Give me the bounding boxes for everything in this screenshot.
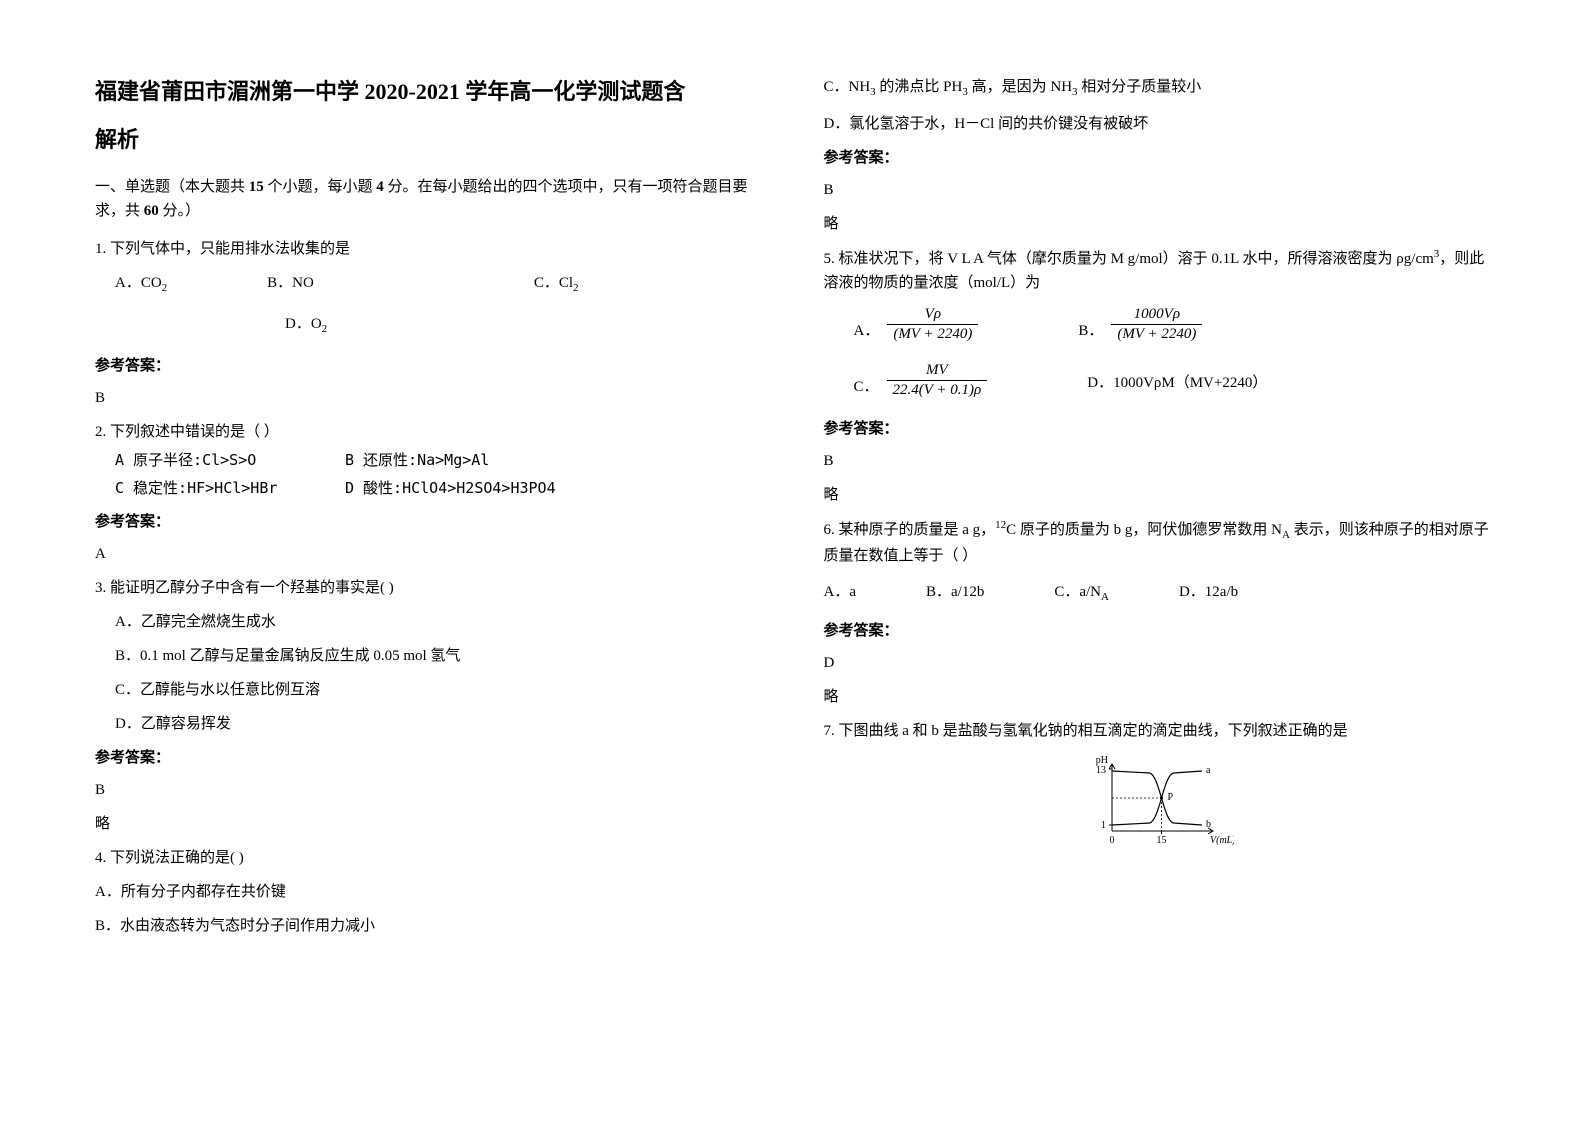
q3-text: 3. 能证明乙醇分子中含有一个羟基的事实是( ) [95, 576, 764, 600]
svg-text:a: a [1206, 765, 1211, 776]
q4-opt-c: C．NH3 的沸点比 PH3 高，是因为 NH3 相对分子质量较小 [824, 75, 1493, 102]
q3-opt-b: B．0.1 mol 乙醇与足量金属钠反应生成 0.05 mol 氢气 [115, 644, 764, 668]
q2-opt-a: A 原子半径:Cl>S>O [115, 448, 345, 472]
q6-opt-a: A．a [824, 580, 857, 607]
q6-answer-heading: 参考答案： [824, 619, 1493, 643]
svg-text:P: P [1167, 792, 1173, 803]
q4-text: 4. 下列说法正确的是( ) [95, 846, 764, 870]
q2-answer-heading: 参考答案： [95, 510, 764, 534]
question-4: 4. 下列说法正确的是( ) A．所有分子内都存在共价键 B．水由液态转为气态时… [95, 846, 764, 938]
q2-answer: A [95, 542, 764, 566]
q6-text: 6. 某种原子的质量是 a g，12C 原子的质量为 b g，阿伏伽德罗常数用 … [824, 517, 1493, 569]
q4-lue: 略 [824, 212, 1493, 236]
q4-opt-a: A．所有分子内都存在共价键 [95, 880, 764, 904]
q6-lue: 略 [824, 685, 1493, 709]
q2-opt-d: D 酸性:HClO4>H2SO4>H3PO4 [345, 476, 556, 500]
q2-text: 2. 下列叙述中错误的是（ ） [95, 420, 764, 444]
q1-opt-b: B．NO [267, 271, 314, 298]
q5-opt-c: C． MV22.4(V + 0.1)ρ [854, 361, 988, 401]
sec-g: 分。） [163, 203, 201, 219]
q5-opt-d: D．1000VρM（MV+2240） [1087, 371, 1267, 401]
q5-answer-heading: 参考答案： [824, 417, 1493, 441]
q4-opt-d: D．氯化氢溶于水，H－Cl 间的共价键没有被破坏 [824, 112, 1493, 136]
q6-opt-b: B．a/12b [926, 580, 984, 607]
svg-text:0: 0 [1109, 835, 1114, 846]
q7-chart: 13 1 pH 0 15 V(mL) a b P [1084, 753, 1493, 856]
q5-opt-a: A． Vρ(MV + 2240) [854, 305, 979, 345]
q4-opt-b: B．水由液态转为气态时分子间作用力减小 [95, 914, 764, 938]
q3-answer: B [95, 778, 764, 802]
question-2: 2. 下列叙述中错误的是（ ） A 原子半径:Cl>S>O B 还原性:Na>M… [95, 420, 764, 500]
question-6: 6. 某种原子的质量是 a g，12C 原子的质量为 b g，阿伏伽德罗常数用 … [824, 517, 1493, 607]
q3-answer-heading: 参考答案： [95, 746, 764, 770]
q3-opt-d: D．乙醇容易挥发 [115, 712, 764, 736]
q4-answer-heading: 参考答案： [824, 146, 1493, 170]
q1-opt-c: C．Cl2 [534, 271, 579, 298]
question-3: 3. 能证明乙醇分子中含有一个羟基的事实是( ) A．乙醇完全燃烧生成水 B．0… [95, 576, 764, 736]
sec-a: 一、单选题（本大题共 [95, 179, 245, 195]
q3-opt-a: A．乙醇完全燃烧生成水 [115, 610, 764, 634]
doc-title-line1: 福建省莆田市湄洲第一中学 2020-2021 学年高一化学测试题含 [95, 75, 764, 108]
question-5: 5. 标准状况下，将 V L A 气体（摩尔质量为 M g/mol）溶于 0.1… [824, 246, 1493, 401]
sec-c: 个小题，每小题 [268, 179, 373, 195]
q2-opt-c: C 稳定性:HF>HCl>HBr [115, 476, 345, 500]
sec-d: 4 [373, 179, 388, 195]
q1-opt-d: D．O2 [285, 312, 327, 339]
q7-text: 7. 下图曲线 a 和 b 是盐酸与氢氧化钠的相互滴定的滴定曲线，下列叙述正确的… [824, 719, 1493, 743]
right-column: C．NH3 的沸点比 PH3 高，是因为 NH3 相对分子质量较小 D．氯化氢溶… [824, 75, 1493, 948]
q5-answer: B [824, 449, 1493, 473]
svg-text:13: 13 [1096, 765, 1106, 776]
q1-answer: B [95, 386, 764, 410]
question-1: 1. 下列气体中，只能用排水法收集的是 A．CO2 B．NO C．Cl2 D．O… [95, 237, 764, 344]
q6-answer: D [824, 651, 1493, 675]
sec-b: 15 [245, 179, 268, 195]
q3-opt-c: C．乙醇能与水以任意比例互溶 [115, 678, 764, 702]
q1-text: 1. 下列气体中，只能用排水法收集的是 [95, 237, 764, 261]
q4-answer: B [824, 178, 1493, 202]
left-column: 福建省莆田市湄洲第一中学 2020-2021 学年高一化学测试题含 解析 一、单… [95, 75, 764, 948]
svg-text:1: 1 [1101, 820, 1106, 831]
q5-lue: 略 [824, 483, 1493, 507]
svg-text:b: b [1206, 819, 1211, 830]
svg-text:V(mL): V(mL) [1210, 835, 1234, 846]
doc-title-line2: 解析 [95, 122, 764, 157]
q1-answer-heading: 参考答案： [95, 354, 764, 378]
q6-opt-d: D．12a/b [1179, 580, 1238, 607]
q6-opt-c: C．a/NA [1054, 580, 1109, 607]
sec-f: 60 [140, 203, 163, 219]
q5-text: 5. 标准状况下，将 V L A 气体（摩尔质量为 M g/mol）溶于 0.1… [824, 246, 1493, 295]
q5-opt-b: B． 1000Vρ(MV + 2240) [1078, 305, 1202, 345]
section-heading: 一、单选题（本大题共 15 个小题，每小题 4 分。在每小题给出的四个选项中，只… [95, 175, 764, 223]
svg-text:15: 15 [1156, 835, 1166, 846]
question-7: 7. 下图曲线 a 和 b 是盐酸与氢氧化钠的相互滴定的滴定曲线，下列叙述正确的… [824, 719, 1493, 856]
svg-text:pH: pH [1095, 755, 1107, 766]
q3-lue: 略 [95, 812, 764, 836]
q1-opt-a: A．CO2 [115, 271, 167, 298]
q2-opt-b: B 还原性:Na>Mg>Al [345, 448, 489, 472]
